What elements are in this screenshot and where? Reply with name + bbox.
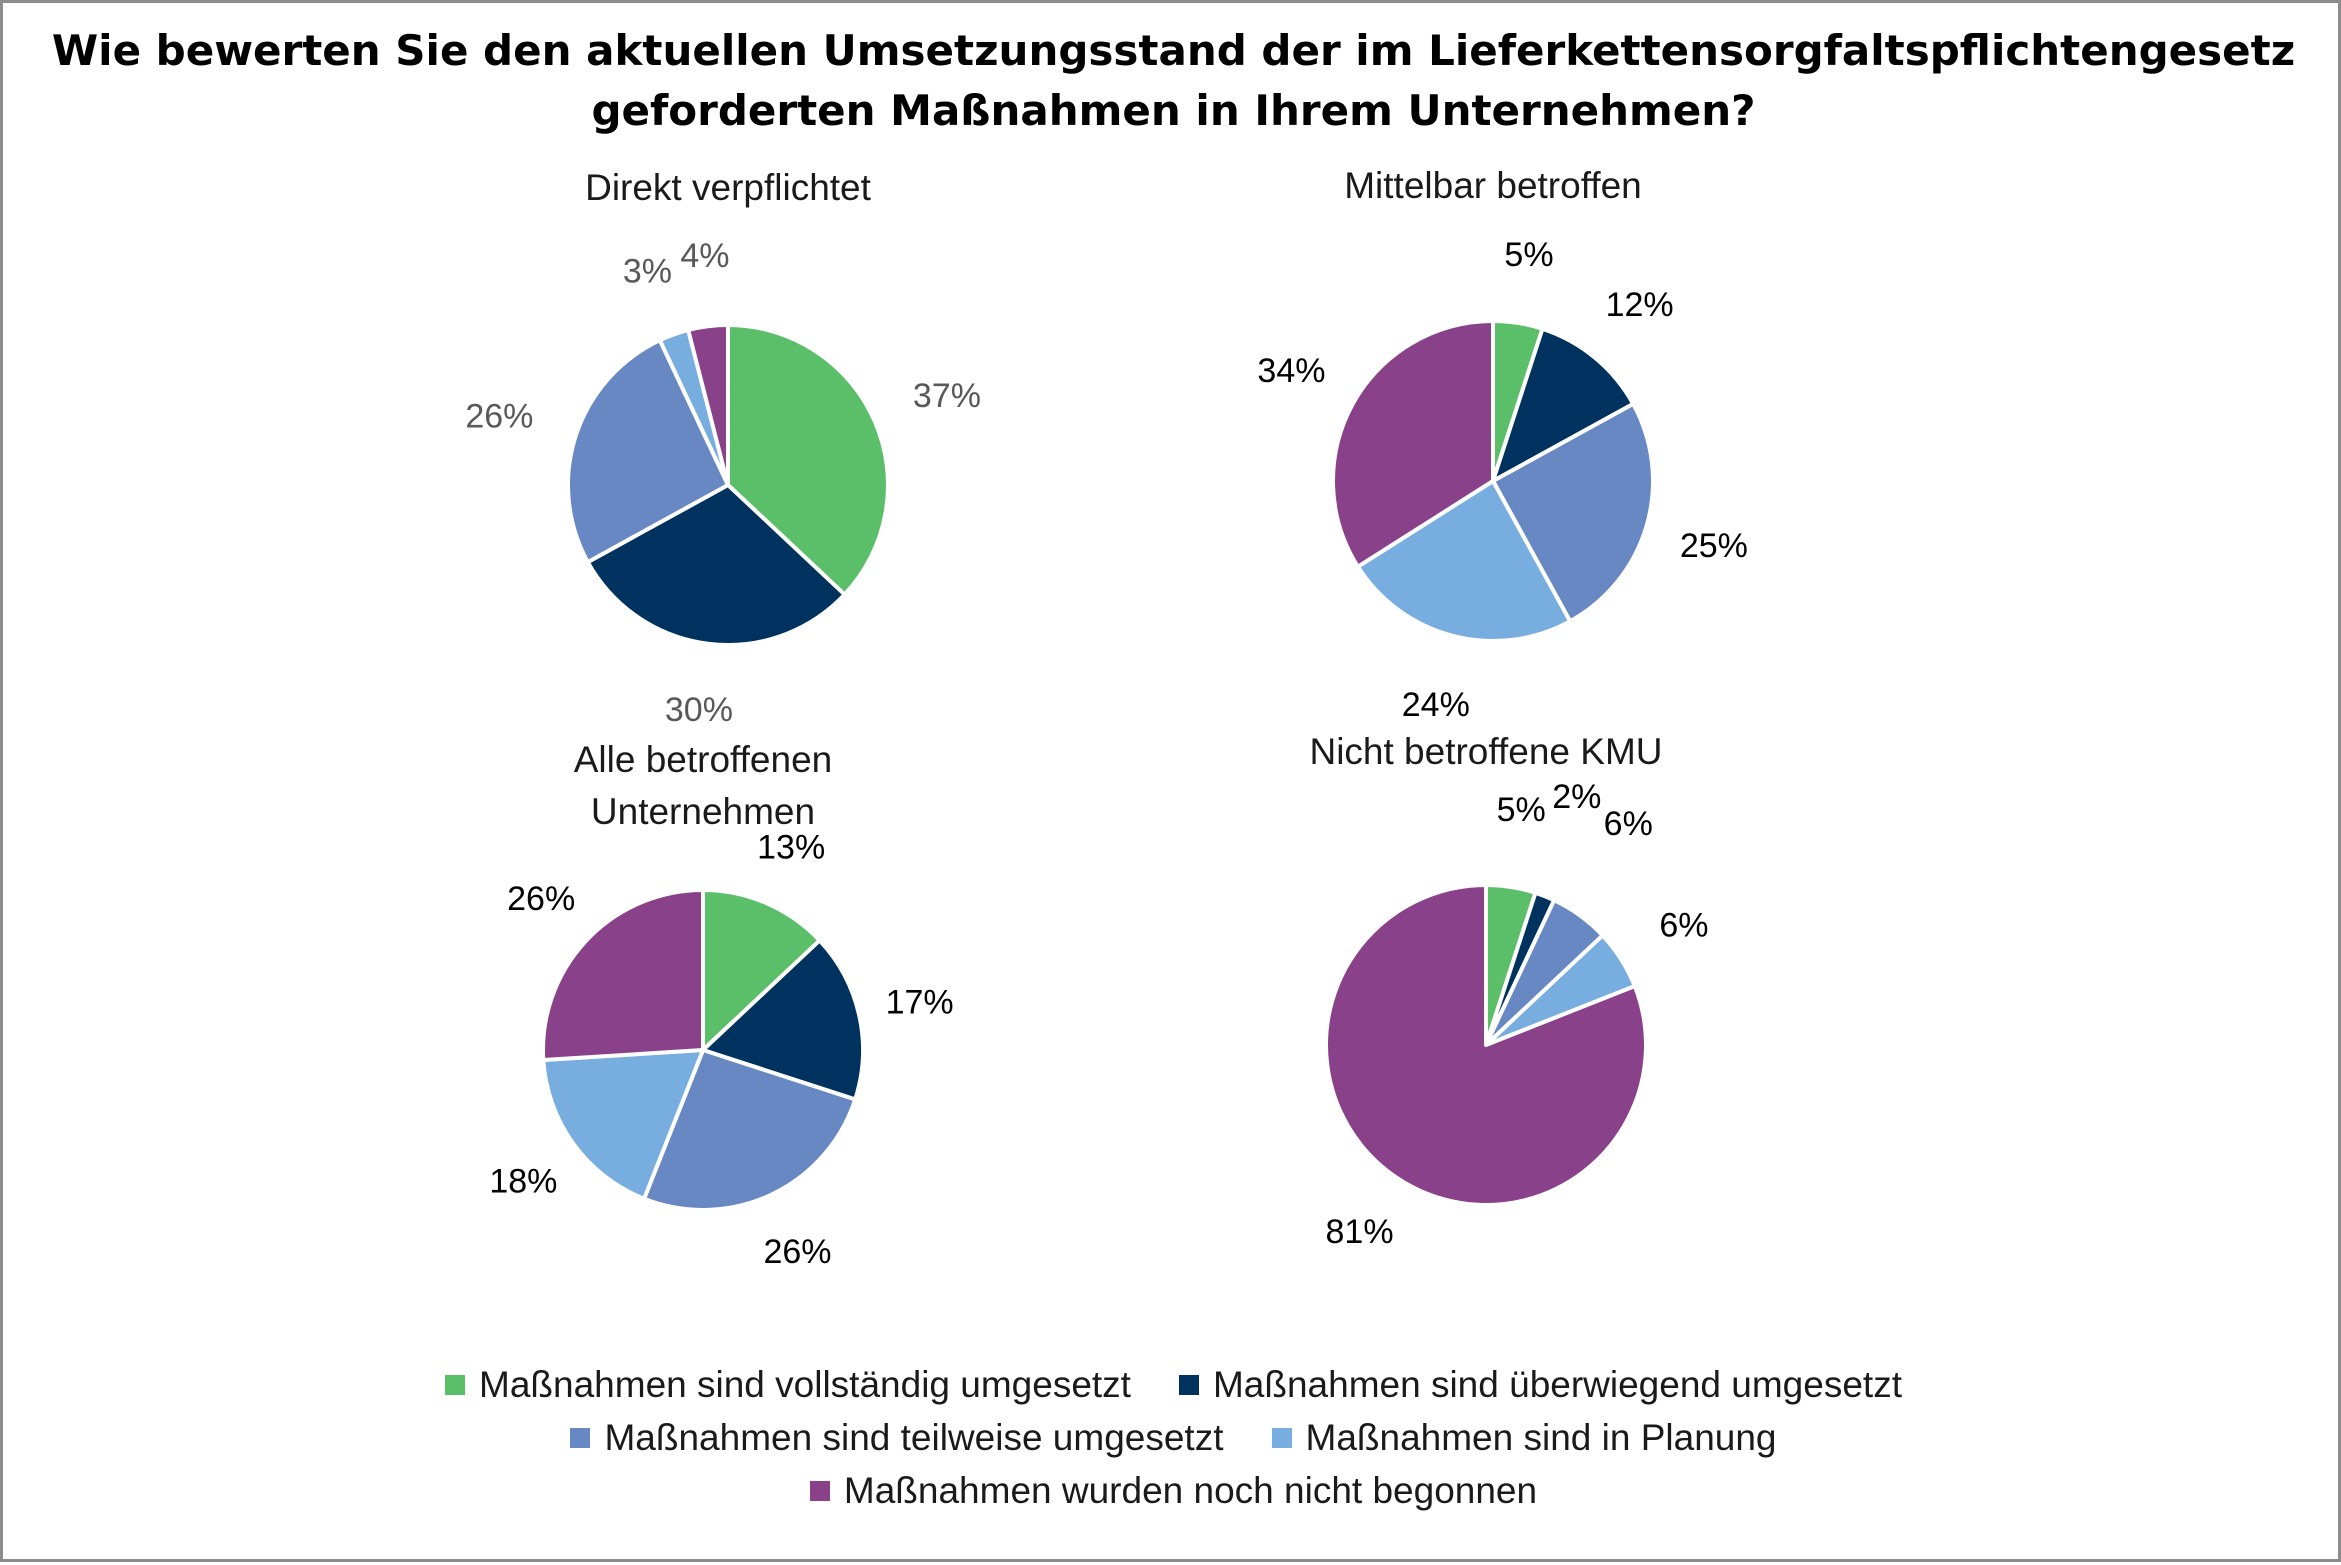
- pie-slice-direkt-verpflichtet-teilweise: [566, 338, 730, 565]
- pie-slice-alle-betroffenen-nicht-begonnen: [541, 888, 705, 1063]
- pie-slice-direkt-verpflichtet-nicht-begonnen: [686, 323, 730, 487]
- pie-chart-mittelbar-betroffen: Mittelbar betroffen 5% 12% 25% 24% 34%: [1257, 165, 1747, 724]
- pie-label-nicht-betroffene-kmu-teilweise: 6%: [1604, 805, 1653, 843]
- pie-label-alle-betroffenen-teilweise: 26%: [763, 1233, 831, 1271]
- pie-slice-mittelbar-betroffen-teilweise: [1491, 401, 1655, 624]
- pie-label-nicht-betroffene-kmu-ueberwiegend: 2%: [1552, 778, 1601, 816]
- legend-label-vollstaendig: Maßnahmen sind vollständig umgesetzt: [479, 1363, 1131, 1405]
- chart-title: Wie bewerten Sie den aktuellen Umsetzung…: [3, 21, 2341, 141]
- pie-label-direkt-verpflichtet-nicht-begonnen: 4%: [680, 237, 729, 275]
- legend-swatch-ueberwiegend: [1178, 1374, 1199, 1395]
- legend-swatch-nicht-begonnen: [809, 1480, 830, 1501]
- legend-label-ueberwiegend: Maßnahmen sind überwiegend umgesetzt: [1212, 1363, 1902, 1405]
- pie-label-alle-betroffenen-nicht-begonnen: 26%: [507, 880, 575, 918]
- legend-item-teilweise: Maßnahmen sind teilweise umgesetzt: [570, 1416, 1224, 1459]
- legend-item-nicht-begonnen: Maßnahmen wurden noch nicht begonnen: [809, 1469, 1538, 1512]
- pie-slice-alle-betroffenen-teilweise: [642, 1048, 858, 1212]
- legend-item-planung: Maßnahmen sind in Planung: [1271, 1416, 1777, 1459]
- pie-chart-direkt-verpflichtet: Direkt verpflichtet 37% 30% 26% 3% 4%: [465, 167, 981, 729]
- pie-slice-direkt-verpflichtet-ueberwiegend: [585, 483, 847, 647]
- pie-slice-alle-betroffenen-vollstaendig: [701, 888, 822, 1052]
- pie-label-nicht-betroffene-kmu-planung: 6%: [1659, 906, 1708, 944]
- legend: Maßnahmen sind vollständig umgesetzt Maß…: [3, 1358, 2341, 1517]
- pie-slice-mittelbar-betroffen-ueberwiegend: [1491, 326, 1636, 483]
- legend-row-1: Maßnahmen sind vollständig umgesetzt Maß…: [3, 1358, 2341, 1411]
- pie-label-mittelbar-betroffen-vollstaendig: 5%: [1504, 236, 1553, 274]
- legend-item-ueberwiegend: Maßnahmen sind überwiegend umgesetzt: [1178, 1363, 1902, 1406]
- legend-label-nicht-begonnen: Maßnahmen wurden noch nicht begonnen: [843, 1469, 1538, 1511]
- pie-slice-alle-betroffenen-planung: [541, 1048, 705, 1201]
- pie-label-direkt-verpflichtet-vollstaendig: 37%: [913, 377, 981, 415]
- pie-title-alle-betroffenen-line-1: Alle betroffenen: [574, 739, 833, 780]
- legend-item-vollstaendig: Maßnahmen sind vollständig umgesetzt: [445, 1364, 1131, 1406]
- legend-swatch-planung: [1271, 1427, 1292, 1448]
- pie-title-alle-betroffenen-line-2: Unternehmen: [591, 791, 815, 832]
- pie-slice-mittelbar-betroffen-planung: [1355, 479, 1573, 643]
- pie-slice-nicht-betroffene-kmu-nicht-begonnen: [1323, 883, 1648, 1207]
- pie-label-mittelbar-betroffen-nicht-begonnen: 34%: [1257, 352, 1325, 390]
- pie-label-direkt-verpflichtet-planung: 3%: [623, 253, 672, 291]
- pie-slice-alle-betroffenen-ueberwiegend: [701, 938, 865, 1102]
- pie-title-direkt-verpflichtet: Direkt verpflichtet: [585, 167, 872, 208]
- pie-label-direkt-verpflichtet-teilweise: 26%: [465, 397, 533, 435]
- chart-title-line-1: Wie bewerten Sie den aktuellen Umsetzung…: [51, 26, 2296, 75]
- pie-label-mittelbar-betroffen-planung: 24%: [1402, 686, 1470, 724]
- pie-label-alle-betroffenen-planung: 18%: [489, 1162, 557, 1200]
- pie-slice-direkt-verpflichtet-vollstaendig: [726, 323, 890, 597]
- legend-row-2: Maßnahmen sind teilweise umgesetzt Maßna…: [3, 1411, 2341, 1464]
- pie-label-alle-betroffenen-vollstaendig: 13%: [757, 828, 825, 866]
- legend-swatch-vollstaendig: [445, 1374, 466, 1395]
- legend-swatch-teilweise: [570, 1427, 591, 1448]
- pie-label-direkt-verpflichtet-ueberwiegend: 30%: [665, 691, 733, 729]
- pie-label-nicht-betroffene-kmu-vollstaendig: 5%: [1497, 791, 1546, 829]
- pie-label-alle-betroffenen-ueberwiegend: 17%: [886, 984, 954, 1022]
- pie-label-mittelbar-betroffen-teilweise: 25%: [1680, 527, 1748, 565]
- legend-label-teilweise: Maßnahmen sind teilweise umgesetzt: [604, 1416, 1224, 1458]
- pie-title-mittelbar-betroffen: Mittelbar betroffen: [1344, 165, 1642, 206]
- legend-row-3: Maßnahmen wurden noch nicht begonnen: [3, 1464, 2341, 1517]
- pie-charts: Direkt verpflichtet 37% 30% 26% 3% 4% Mittelba…: [465, 165, 1748, 1271]
- pie-label-mittelbar-betroffen-ueberwiegend: 12%: [1606, 286, 1674, 324]
- pie-label-nicht-betroffene-kmu-nicht-begonnen: 81%: [1326, 1213, 1394, 1251]
- chart-title-line-2: geforderten Maßnahmen in Ihrem Unternehm…: [591, 86, 1756, 135]
- legend-label-planung: Maßnahmen sind in Planung: [1305, 1416, 1777, 1458]
- pie-slice-mittelbar-betroffen-nicht-begonnen: [1331, 319, 1495, 569]
- pie-title-nicht-betroffene-kmu: Nicht betroffene KMU: [1309, 731, 1662, 772]
